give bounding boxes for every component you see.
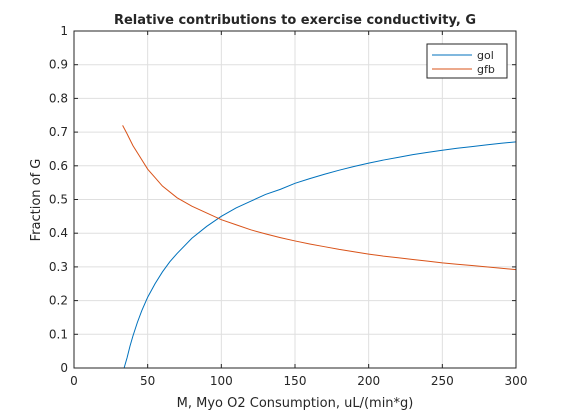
x-tick-label: 200	[357, 374, 380, 388]
y-tick-label: 0.2	[49, 294, 68, 308]
y-tick-label: 0.6	[49, 159, 68, 173]
x-tick-label: 50	[140, 374, 155, 388]
x-tick-label: 150	[284, 374, 307, 388]
y-axis-label: Fraction of G	[29, 159, 44, 242]
series-line-gfb	[122, 125, 517, 271]
x-axis-label: M, Myo O2 Consumption, uL/(min*g)	[177, 396, 414, 411]
x-tick-label: 100	[210, 374, 233, 388]
series-lines	[122, 125, 517, 369]
y-tick-label: 0.4	[49, 226, 68, 240]
y-tick-label: 0.7	[49, 125, 68, 139]
legend-label-gfb: gfb	[477, 63, 495, 76]
series-line-gol	[123, 141, 517, 369]
chart-title: Relative contributions to exercise condu…	[114, 13, 476, 28]
y-tick-label: 0	[60, 361, 68, 375]
axis-ticks: 0 50 100 150 200 250 300 0 0.1 0.2 0.3 0.4 0.5 0.6 0.7…	[49, 24, 528, 388]
x-tick-label: 300	[505, 374, 528, 388]
legend-box	[426, 43, 508, 79]
y-tick-label: 0.1	[49, 327, 68, 341]
x-tick-label: 250	[431, 374, 454, 388]
y-tick-label: 1	[60, 24, 68, 38]
y-tick-label: 0.9	[49, 58, 68, 72]
y-tick-label: 0.8	[49, 91, 68, 105]
legend-label-gol: gol	[477, 49, 494, 62]
x-tick-label: 0	[70, 374, 78, 388]
y-tick-label: 0.5	[49, 193, 68, 207]
y-tick-label: 0.3	[49, 260, 68, 274]
legend: gol gfb	[426, 43, 508, 79]
